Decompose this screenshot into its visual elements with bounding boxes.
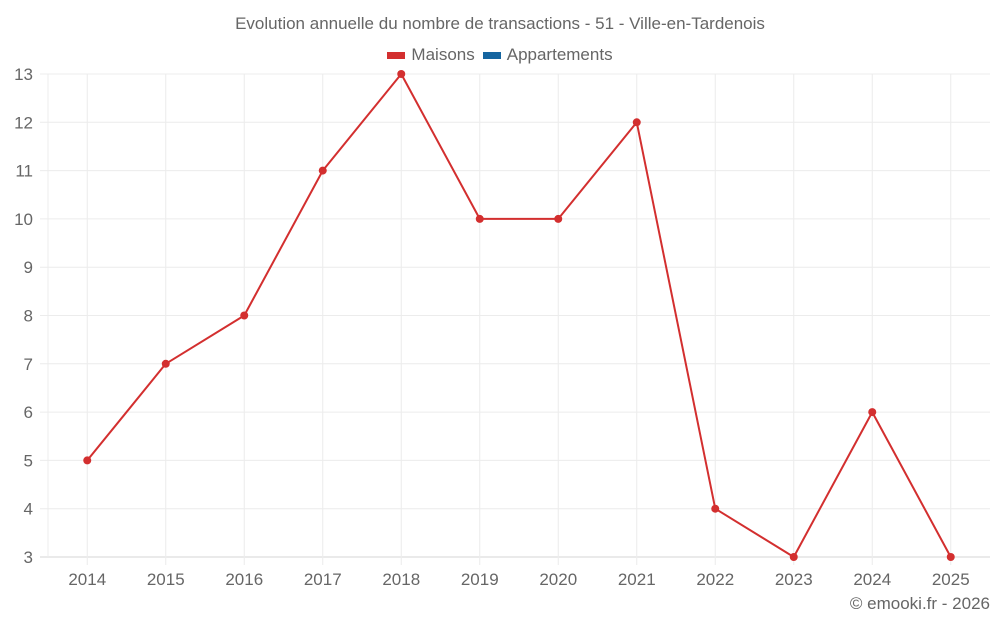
y-tick-label: 7 — [24, 355, 33, 374]
chart-legend: Maisons Appartements — [0, 45, 1000, 65]
x-tick-label: 2025 — [932, 570, 970, 589]
x-tick-label: 2018 — [382, 570, 420, 589]
x-tick-label: 2020 — [539, 570, 577, 589]
data-point[interactable] — [554, 214, 563, 223]
y-axis: 3 4 5 6 7 8 9 10 11 12 13 — [14, 65, 33, 567]
data-point[interactable] — [397, 70, 406, 78]
legend-item-appartements[interactable]: Appartements — [482, 45, 613, 65]
legend-swatch-maisons — [387, 51, 406, 59]
data-point[interactable] — [161, 359, 170, 368]
x-tick-label: 2022 — [696, 570, 734, 589]
data-point[interactable] — [475, 214, 484, 223]
grid-lines — [40, 73, 990, 565]
y-tick-label: 9 — [24, 258, 33, 277]
legend-item-maisons[interactable]: Maisons — [387, 45, 475, 65]
data-point[interactable] — [789, 553, 798, 561]
x-tick-label: 2023 — [775, 570, 813, 589]
x-tick-label: 2015 — [147, 570, 185, 589]
x-tick-label: 2024 — [853, 570, 891, 589]
data-point[interactable] — [318, 166, 327, 175]
legend-swatch-appartements — [482, 51, 501, 59]
y-tick-label: 4 — [24, 500, 33, 519]
y-tick-label: 10 — [14, 210, 33, 229]
y-tick-label: 6 — [24, 403, 33, 422]
series-maisons — [83, 70, 955, 561]
legend-label-maisons: Maisons — [411, 45, 475, 64]
data-point[interactable] — [868, 408, 877, 417]
chart-title: Evolution annuelle du nombre de transact… — [235, 14, 765, 33]
data-point[interactable] — [240, 311, 249, 320]
data-point[interactable] — [946, 553, 955, 561]
credit-text: © emooki.fr - 2026 — [849, 594, 990, 613]
y-tick-label: 12 — [14, 113, 33, 132]
x-tick-label: 2014 — [68, 570, 106, 589]
y-tick-label: 11 — [15, 162, 33, 181]
y-tick-label: 8 — [24, 307, 33, 326]
legend-label-appartements: Appartements — [506, 45, 613, 64]
data-point[interactable] — [711, 504, 720, 513]
x-axis: 2014 2015 2016 2017 2018 2019 2020 2021 2022 2023… — [68, 570, 969, 589]
x-tick-label: 2021 — [618, 570, 656, 589]
x-tick-label: 2019 — [461, 570, 499, 589]
x-tick-label: 2016 — [225, 570, 263, 589]
y-tick-label: 13 — [14, 65, 33, 84]
y-tick-label: 5 — [24, 451, 33, 470]
data-point[interactable] — [83, 456, 92, 465]
data-point[interactable] — [632, 118, 641, 127]
y-tick-label: 3 — [24, 548, 33, 567]
x-tick-label: 2017 — [304, 570, 342, 589]
